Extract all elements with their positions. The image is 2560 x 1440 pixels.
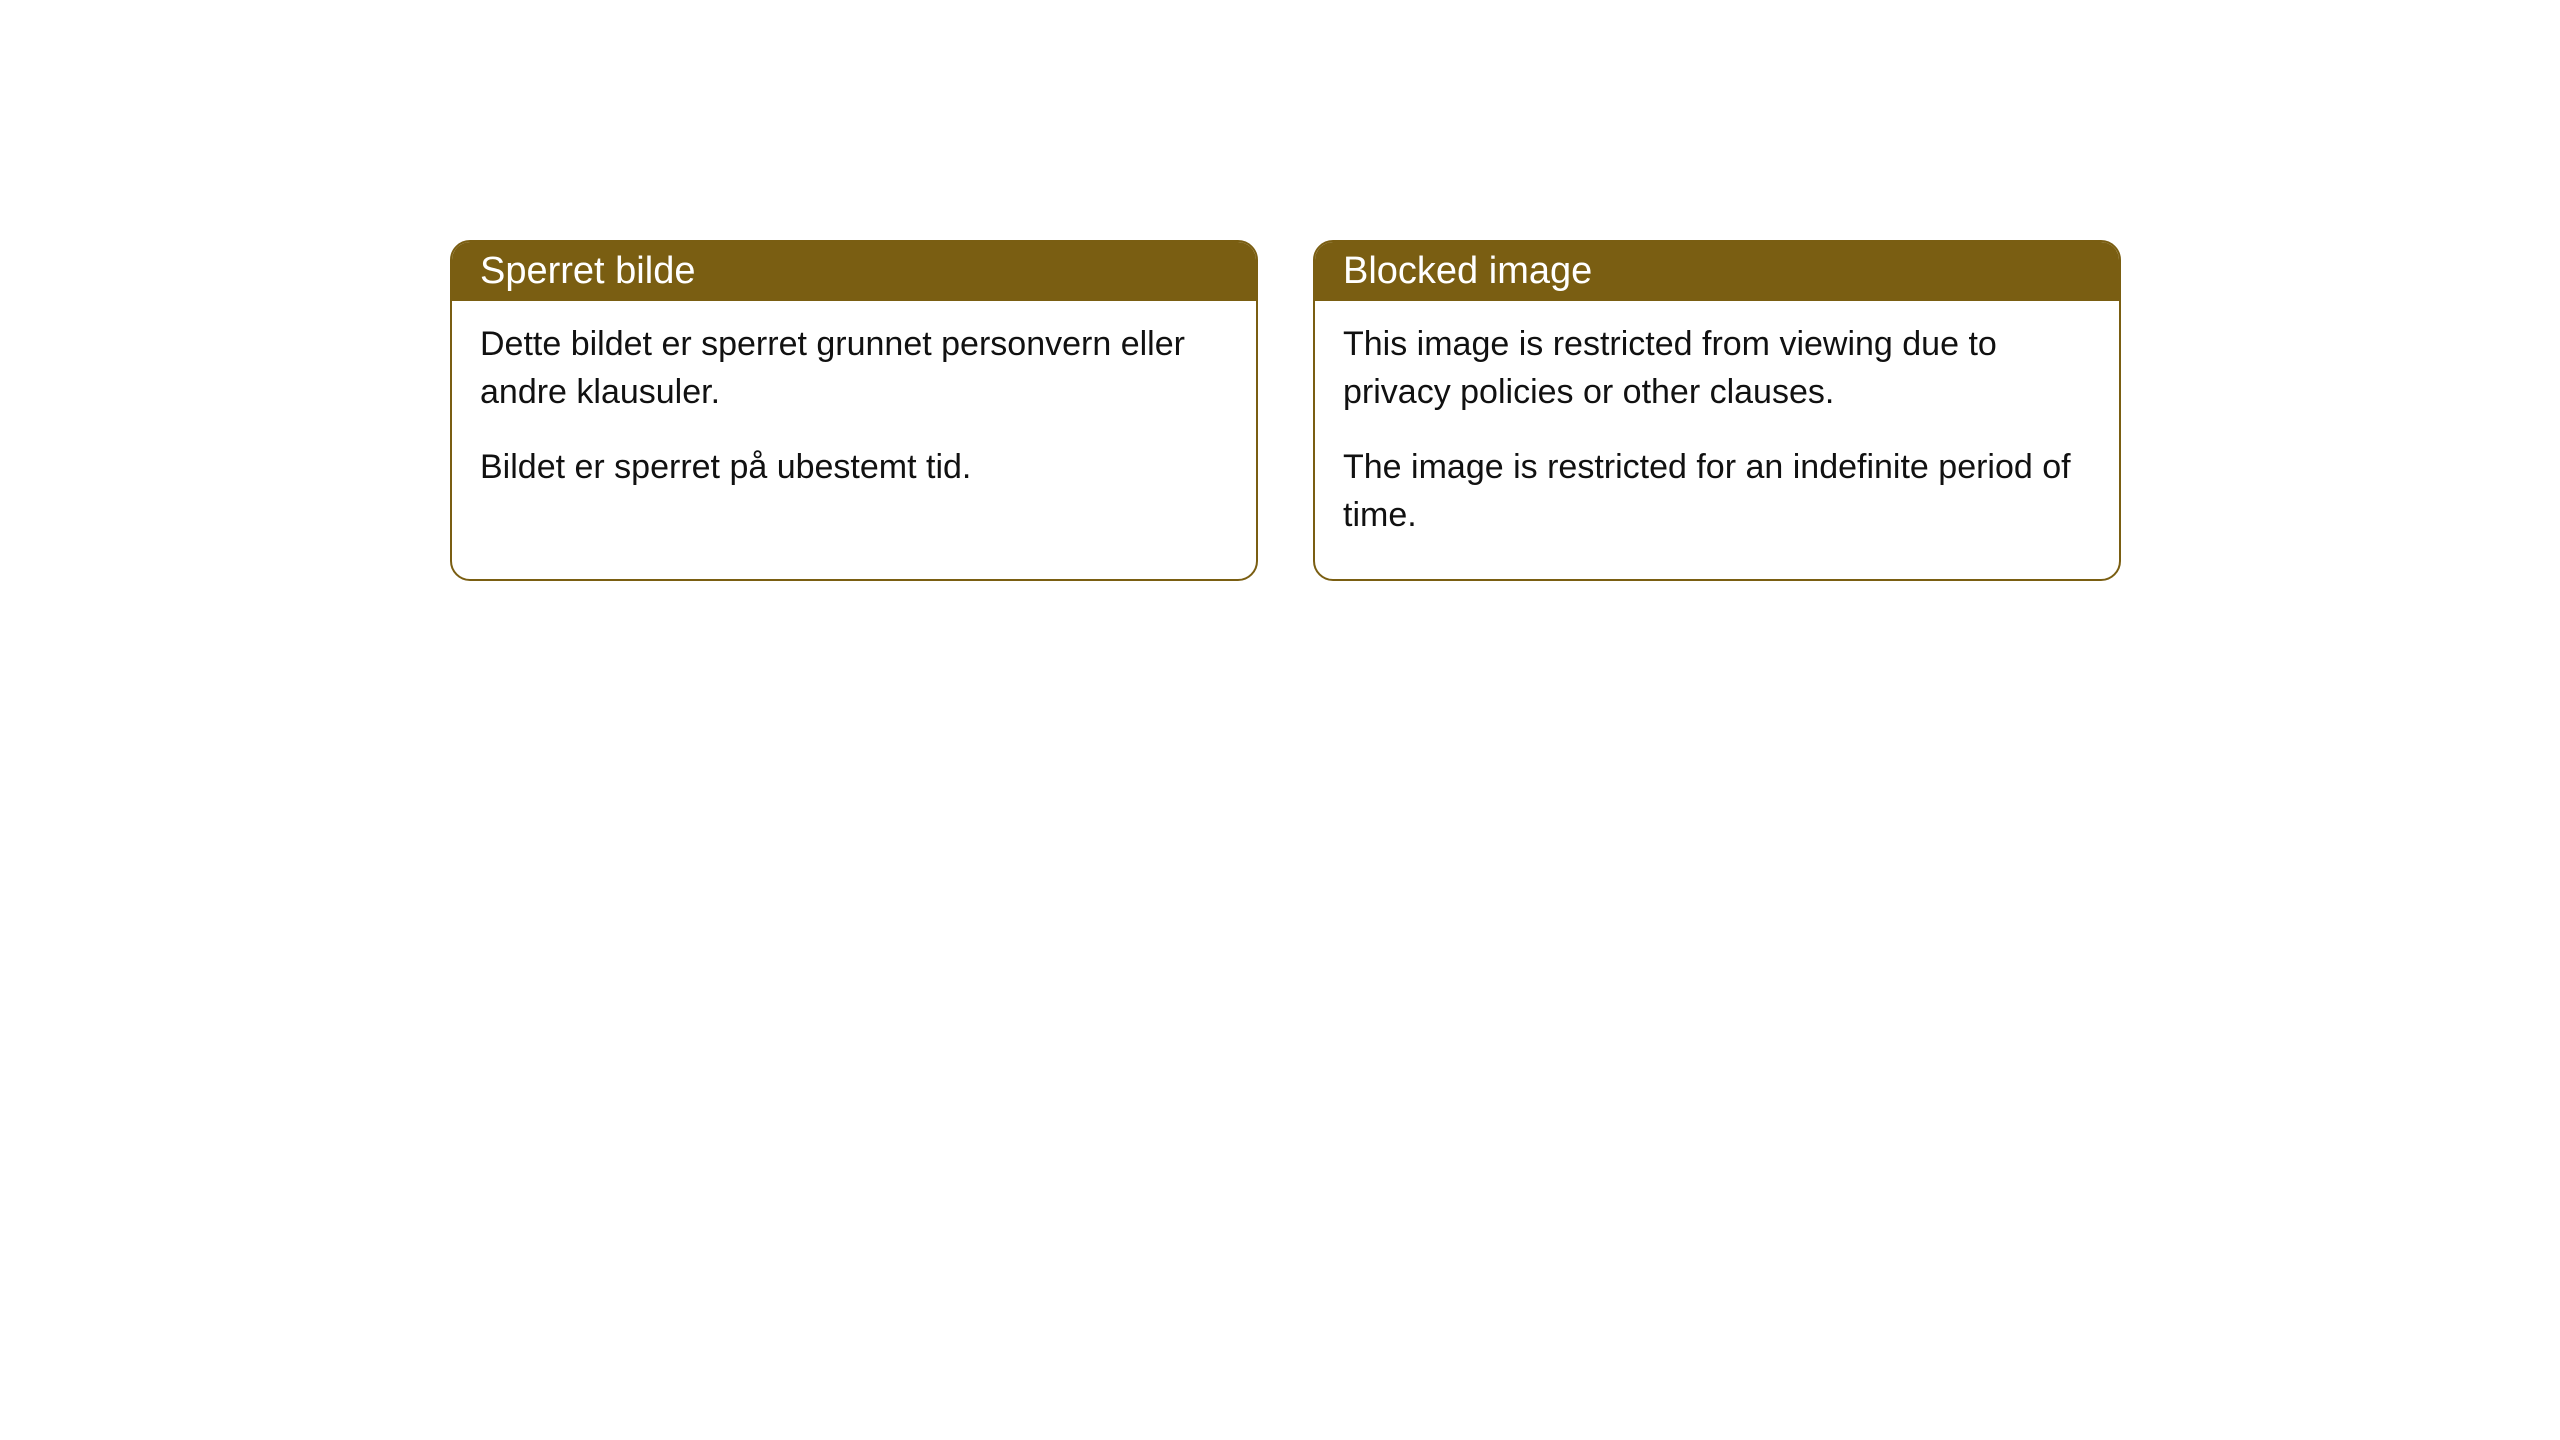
card-header-norwegian: Sperret bilde <box>452 242 1256 301</box>
card-text-line: Bildet er sperret på ubestemt tid. <box>480 444 1228 492</box>
card-text-line: This image is restricted from viewing du… <box>1343 321 2091 416</box>
card-header-english: Blocked image <box>1315 242 2119 301</box>
card-norwegian: Sperret bilde Dette bildet er sperret gr… <box>450 240 1258 581</box>
card-english: Blocked image This image is restricted f… <box>1313 240 2121 581</box>
card-body-norwegian: Dette bildet er sperret grunnet personve… <box>452 301 1256 532</box>
card-text-line: The image is restricted for an indefinit… <box>1343 444 2091 539</box>
cards-container: Sperret bilde Dette bildet er sperret gr… <box>450 240 2121 581</box>
card-body-english: This image is restricted from viewing du… <box>1315 301 2119 579</box>
card-text-line: Dette bildet er sperret grunnet personve… <box>480 321 1228 416</box>
